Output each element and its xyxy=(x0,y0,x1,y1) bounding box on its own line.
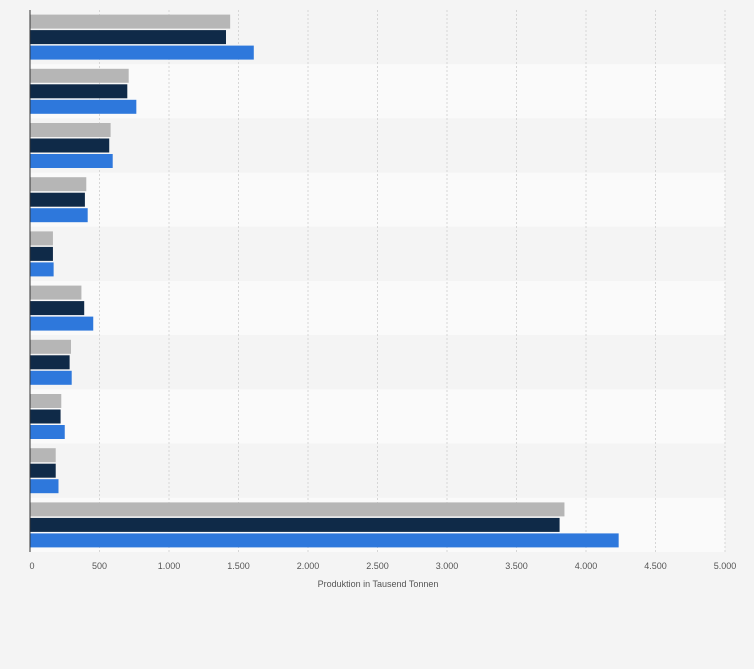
x-tick-label: 3.000 xyxy=(436,561,459,571)
bar xyxy=(30,45,254,60)
bar xyxy=(30,68,129,83)
bar xyxy=(30,138,110,153)
bar xyxy=(30,84,128,99)
bar xyxy=(30,463,56,478)
x-tick-label: 5.000 xyxy=(714,561,737,571)
bar xyxy=(30,448,56,463)
x-tick-label: 2.500 xyxy=(366,561,389,571)
bar xyxy=(30,262,54,277)
bar xyxy=(30,154,113,168)
x-tick-labels: 0 500 1.000 1.500 2.000 2.500 3.000 3.500 4.000 4… xyxy=(29,561,736,571)
bar xyxy=(30,301,85,316)
bar xyxy=(30,409,61,424)
bar xyxy=(30,231,53,246)
bar xyxy=(30,246,53,261)
x-tick-label: 1.000 xyxy=(158,561,181,571)
bar xyxy=(30,316,94,331)
x-tick-label: 4.500 xyxy=(644,561,667,571)
bars xyxy=(30,14,619,548)
bar xyxy=(30,285,82,300)
x-tick-label: 4.000 xyxy=(575,561,598,571)
bar xyxy=(30,339,72,354)
bar xyxy=(30,517,560,532)
x-tick-label: 1.500 xyxy=(227,561,250,571)
x-axis-label: Produktion in Tausend Tonnen xyxy=(318,579,439,589)
bar xyxy=(30,123,111,137)
x-tick-label: 0 xyxy=(29,561,34,571)
x-tick-label: 2.000 xyxy=(297,561,320,571)
bar xyxy=(30,502,565,517)
bar xyxy=(30,14,231,29)
bar xyxy=(30,394,62,408)
x-tick-label: 3.500 xyxy=(505,561,528,571)
bar xyxy=(30,425,65,439)
bar xyxy=(30,533,619,548)
bar xyxy=(30,177,87,192)
bar xyxy=(30,370,72,385)
bar xyxy=(30,30,226,45)
x-tick-label: 500 xyxy=(92,561,107,571)
bar xyxy=(30,355,70,370)
bar xyxy=(30,99,137,114)
bar xyxy=(30,479,59,494)
bar xyxy=(30,208,88,223)
bar xyxy=(30,192,85,207)
